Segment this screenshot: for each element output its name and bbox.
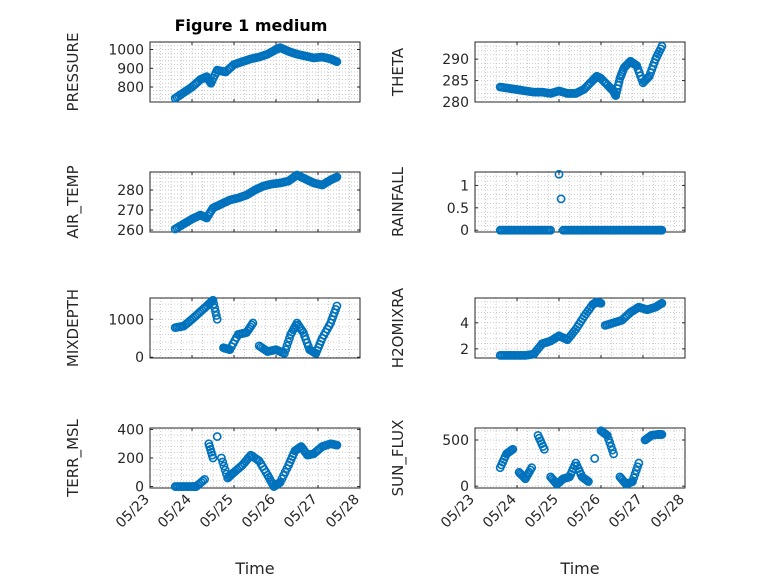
y-tick-label: 290 — [442, 52, 469, 68]
data-point — [212, 314, 222, 324]
y-tick-label: 0.5 — [447, 201, 469, 217]
axes-box — [149, 171, 361, 233]
data-point — [220, 465, 230, 475]
y-tick-label: 280 — [442, 95, 469, 111]
y-tick-label: 400 — [117, 422, 144, 438]
x-tick-label: 05/23 — [438, 492, 478, 532]
x-axis-label: Time — [234, 559, 274, 578]
x-tick-label: 05/24 — [155, 491, 195, 531]
data-point — [200, 475, 209, 484]
y-tick-label: 900 — [117, 61, 144, 77]
data-point — [596, 298, 606, 308]
subplot-1: 800 900 1000 PRESSURE — [64, 33, 361, 112]
y-axis-label: MIXDEPTH — [64, 289, 82, 367]
data-point — [332, 57, 342, 67]
y-axis-label: TERR_MSL — [64, 418, 83, 497]
subplot-3: 260 270 280 AIR_TEMP — [64, 165, 361, 239]
data-point — [590, 454, 600, 463]
y-axis-label: AIR_TEMP — [64, 165, 83, 238]
data-point — [282, 341, 292, 351]
x-tick-label: 05/26 — [239, 491, 279, 531]
y-tick-label: 260 — [117, 223, 144, 239]
subplot-6: 2 4 H2OMIXRA — [389, 287, 686, 368]
axes-box — [474, 297, 686, 359]
data-point — [539, 444, 549, 454]
data-point — [518, 471, 528, 481]
data-point — [212, 432, 222, 441]
data-point — [281, 345, 291, 355]
data-point — [332, 172, 342, 182]
subplot-7: 0 200 400 05/23 05/24 05/25 05/26 05/27 05/28 Tim… — [64, 418, 363, 578]
y-tick-label: 1 — [460, 178, 469, 194]
data-point — [508, 444, 518, 454]
y-tick-label: 800 — [117, 80, 144, 96]
y-axis-label: THETA — [389, 47, 407, 97]
y-tick-label: 0 — [460, 223, 469, 239]
y-tick-label: 500 — [442, 433, 469, 449]
y-tick-label: 0 — [135, 350, 144, 366]
y-tick-label: 280 — [117, 183, 144, 199]
x-tick-label: 05/28 — [648, 492, 688, 532]
x-tick-label: 05/23 — [113, 492, 153, 532]
data-point — [657, 225, 667, 235]
data-point — [556, 194, 566, 204]
y-axis-label: H2OMIXRA — [389, 287, 407, 368]
figure-title: Figure 1 medium — [175, 16, 328, 35]
y-axis-label: RAINFALL — [389, 166, 407, 237]
data-point — [657, 41, 667, 51]
data-point — [657, 298, 667, 308]
x-axis-label: Time — [559, 559, 599, 578]
data-point — [554, 169, 564, 179]
subplot-2: 280 285 290 THETA — [389, 41, 686, 111]
x-tick-label: 05/27 — [281, 492, 321, 532]
data-point — [208, 453, 218, 463]
x-tick-label: 05/25 — [522, 492, 562, 532]
axes-box — [474, 427, 686, 489]
data-point — [614, 77, 624, 87]
y-axis-label: SUN_FLUX — [389, 420, 408, 497]
data-point — [332, 440, 342, 450]
data-point — [283, 337, 293, 347]
data-point — [527, 463, 537, 473]
data-point — [332, 301, 342, 311]
data-point — [248, 318, 258, 328]
subplot-4: 0 0.5 1 RAINFALL — [389, 166, 686, 239]
y-axis-label: PRESSURE — [64, 33, 82, 112]
axes-box — [474, 41, 686, 103]
data-point — [219, 461, 229, 471]
x-tick-label: 05/26 — [564, 491, 604, 531]
axes-box — [149, 297, 361, 359]
subplot-8: 0 500 05/23 05/24 05/25 05/26 05/27 05/28 Time SU… — [389, 420, 688, 578]
y-tick-label: 200 — [117, 451, 144, 467]
y-tick-label: 0 — [460, 479, 469, 495]
subplot-5: 0 1000 MIXDEPTH — [64, 289, 361, 367]
data-point — [216, 453, 226, 463]
data-point — [211, 311, 221, 320]
data-point — [609, 449, 618, 459]
data-point — [657, 430, 667, 439]
y-tick-label: 4 — [460, 316, 469, 332]
data-point — [546, 225, 555, 235]
x-tick-label: 05/25 — [197, 492, 237, 532]
data-point — [634, 458, 644, 468]
y-tick-label: 270 — [117, 203, 144, 219]
data-point — [198, 476, 208, 486]
data-point — [279, 349, 289, 358]
data-point — [218, 457, 228, 467]
x-tick-label: 05/24 — [480, 491, 520, 531]
data-point — [643, 73, 653, 82]
y-tick-label: 2 — [460, 342, 469, 358]
data-point — [642, 74, 652, 84]
y-tick-label: 1000 — [108, 43, 144, 59]
y-tick-label: 1000 — [108, 312, 144, 328]
data-point — [584, 477, 593, 486]
y-tick-label: 0 — [135, 480, 144, 496]
y-tick-label: 285 — [442, 74, 469, 90]
x-tick-label: 05/27 — [606, 492, 646, 532]
x-tick-label: 05/28 — [323, 492, 363, 532]
axes-box — [149, 41, 361, 103]
